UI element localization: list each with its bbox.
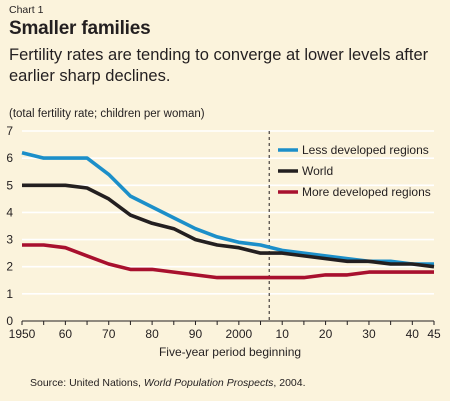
series-lines [21,150,435,280]
chart-subtitle: Fertility rates are tending to converge … [9,46,429,85]
x-tick-label: 40 [406,327,420,341]
y-tick-label: 1 [6,287,13,301]
y-tick-label: 7 [6,124,13,138]
legend-label-2: More developed regions [302,185,431,199]
chart-number: Chart 1 [9,4,44,16]
x-tick-label: 90 [189,327,203,341]
legend-label-1: World [302,164,333,178]
source-title: World Population Prospects [143,377,274,389]
source-prefix: Source: United Nations, [30,377,144,389]
y-axis-label: (total fertility rate; children per woma… [9,108,205,120]
grid-lines [22,130,434,295]
y-tick-label: 6 [6,151,13,165]
y-tick-label: 3 [6,233,13,247]
x-tick-label: 70 [102,327,116,341]
y-tick-label: 4 [6,205,13,219]
y-tick-label: 5 [6,178,13,192]
y-tick-label: 2 [6,260,13,274]
series-line-2 [22,243,434,280]
source-suffix: , 2004. [273,377,306,389]
source-note: Source: United Nations, World Population… [30,377,306,389]
x-tick-label: 80 [145,327,159,341]
y-tick-label: 0 [6,314,13,328]
x-tick-label: 1950 [9,327,36,341]
x-tick-label: 60 [59,327,73,341]
legend-label-0: Less developed regions [302,143,429,157]
x-tick-label: 20 [319,327,333,341]
x-tick-label: 45 [427,327,441,341]
legend: Less developed regions World More develope… [278,143,431,199]
series-line-1 [22,183,435,269]
x-tick-label: 10 [276,327,290,341]
x-tick-label: 2000 [225,327,252,341]
x-tick-label: 30 [362,327,376,341]
x-axis-label: Five-year period beginning [158,345,302,359]
chart-title: Smaller families [9,18,151,39]
